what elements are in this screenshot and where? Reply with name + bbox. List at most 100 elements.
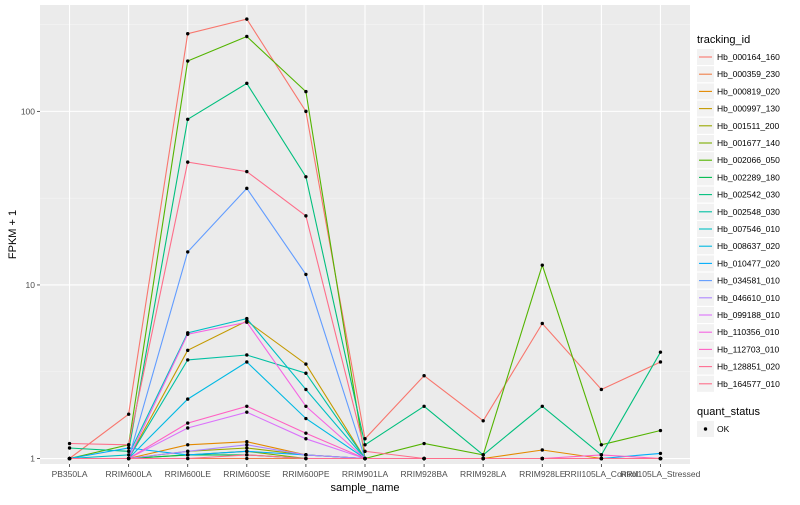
x-tick-label: RRIM928LE <box>519 469 566 479</box>
data-point <box>481 456 485 461</box>
data-point <box>245 186 249 191</box>
data-point <box>363 456 367 461</box>
legend-label: Hb_010477_020 <box>717 258 780 268</box>
legend-label: Hb_001511_200 <box>717 121 780 131</box>
data-point <box>245 449 249 454</box>
data-point <box>304 362 308 366</box>
legend-label: Hb_002542_030 <box>717 190 780 200</box>
data-point <box>304 175 308 179</box>
data-point <box>126 443 131 447</box>
legend-label: Hb_000164_160 <box>717 52 780 62</box>
data-point <box>304 387 308 392</box>
data-point <box>186 358 190 362</box>
data-point <box>245 440 249 444</box>
legend-label: Hb_000359_230 <box>717 69 780 79</box>
legend-label: Hb_099188_010 <box>717 310 780 320</box>
data-point <box>481 419 485 423</box>
data-point <box>245 453 249 457</box>
data-point <box>363 449 367 454</box>
data-point <box>422 441 426 446</box>
data-point <box>540 263 544 267</box>
legend-title: tracking_id <box>697 34 750 46</box>
legend-label: Hb_002066_050 <box>717 155 780 165</box>
point-legend-label: OK <box>717 424 730 434</box>
legend-label: Hb_008637_020 <box>717 241 780 251</box>
data-point <box>658 456 663 461</box>
data-point <box>186 348 190 353</box>
data-point <box>245 353 249 357</box>
data-point <box>245 443 249 447</box>
data-point <box>304 431 308 435</box>
data-point <box>599 456 604 461</box>
data-point <box>186 453 190 457</box>
data-point <box>658 451 663 456</box>
data-point <box>186 449 190 454</box>
legend-label: Hb_128851_020 <box>717 362 780 372</box>
x-tick-label: RRIM600LE <box>165 469 212 479</box>
data-point <box>304 371 308 375</box>
data-point <box>658 350 663 354</box>
data-point <box>186 421 190 425</box>
data-point <box>304 109 308 114</box>
data-point <box>422 374 426 378</box>
data-point <box>245 404 249 408</box>
data-point <box>245 34 249 39</box>
x-tick-label: RRII105LA_Stressed <box>621 469 701 479</box>
legend-label: Hb_000997_130 <box>717 104 780 114</box>
data-point <box>126 412 131 416</box>
data-point <box>540 448 544 452</box>
point-legend-marker <box>703 427 708 431</box>
data-point <box>126 446 131 450</box>
y-axis-title: FPKM + 1 <box>7 210 19 259</box>
data-point <box>186 250 190 254</box>
data-point <box>186 160 190 164</box>
data-point <box>245 169 249 174</box>
data-point <box>245 446 249 450</box>
data-point <box>540 456 544 461</box>
data-point <box>126 456 131 461</box>
legend-label: Hb_112703_010 <box>717 344 780 354</box>
data-point <box>245 17 249 21</box>
data-point <box>126 453 131 457</box>
data-point <box>186 443 190 447</box>
x-tick-label: RRIM928BA <box>400 469 448 479</box>
x-tick-label: RRIM600PE <box>282 469 330 479</box>
data-point <box>67 456 72 461</box>
data-point <box>599 387 604 392</box>
data-point <box>186 32 190 36</box>
data-point <box>599 453 604 457</box>
data-point <box>540 404 544 408</box>
data-point <box>245 456 249 461</box>
legend-label: Hb_002289_180 <box>717 172 780 182</box>
data-point <box>304 453 308 457</box>
data-point <box>304 437 308 441</box>
legend-label: Hb_110356_010 <box>717 327 780 337</box>
x-tick-label: RRIM600SE <box>223 469 271 479</box>
x-axis-title: sample_name <box>330 482 399 494</box>
data-point <box>186 59 190 63</box>
x-tick-label: RRII105LA_Control <box>565 469 639 479</box>
data-point <box>658 360 663 364</box>
data-point <box>304 456 308 461</box>
legend-label: Hb_007546_010 <box>717 224 780 234</box>
data-point <box>245 316 249 321</box>
legend-label: Hb_000819_020 <box>717 86 780 96</box>
legend-label: Hb_046610_010 <box>717 293 780 303</box>
data-point <box>481 453 485 457</box>
data-point <box>126 449 131 454</box>
data-point <box>599 443 604 447</box>
x-tick-label: RRIM600LA <box>105 469 152 479</box>
legend-label: Hb_001677_140 <box>717 138 780 148</box>
legend-label: Hb_002548_030 <box>717 207 780 217</box>
y-tick-label: 100 <box>21 106 35 116</box>
data-point <box>304 272 308 277</box>
data-point <box>186 397 190 401</box>
data-point <box>422 456 426 461</box>
data-point <box>245 360 249 364</box>
y-tick-label: 10 <box>26 280 36 290</box>
data-point <box>540 321 544 326</box>
data-point <box>363 437 367 441</box>
data-point <box>67 446 72 450</box>
